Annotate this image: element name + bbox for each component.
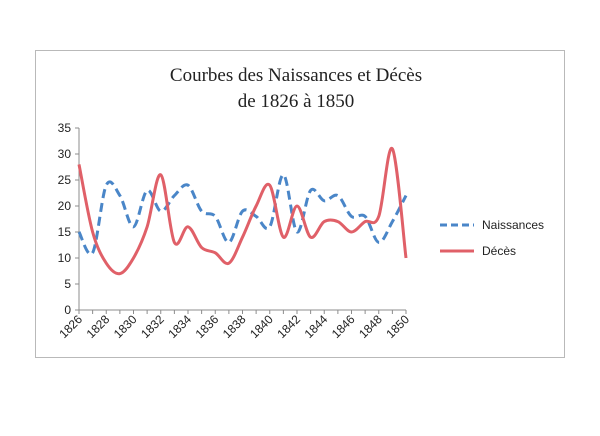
data-point-deces (187, 225, 190, 228)
series-line-deces (77, 147, 408, 276)
data-point-naissances (255, 215, 258, 218)
legend-label-deces: Décès (482, 244, 516, 258)
data-point-deces (336, 220, 339, 223)
data-point-naissances (132, 225, 135, 228)
chart-title-line-2: de 1826 à 1850 (238, 91, 355, 112)
data-point-deces (214, 251, 217, 254)
data-point-naissances (241, 210, 244, 213)
data-point-deces (78, 163, 81, 166)
data-point-naissances (391, 220, 394, 223)
data-point-deces (146, 225, 149, 228)
chart-title-line-1: Courbes des Naissances et Décès (170, 65, 422, 86)
y-tick-label: 20 (58, 199, 72, 213)
y-tick-label: 0 (64, 303, 71, 317)
chart-frame: Courbes des Naissances et Décès de 1826 … (35, 50, 565, 358)
x-tick-label: 1838 (220, 312, 249, 341)
data-point-deces (91, 231, 94, 234)
x-tick-label: 1828 (84, 312, 113, 341)
data-point-naissances (350, 215, 353, 218)
x-tick-label: 1836 (193, 312, 222, 341)
data-point-naissances (364, 215, 367, 218)
data-point-naissances (309, 189, 312, 192)
data-point-deces (405, 257, 408, 260)
data-point-deces (377, 215, 380, 218)
data-point-deces (173, 241, 176, 244)
data-point-naissances (323, 199, 326, 202)
x-tick-label: 1848 (356, 312, 385, 341)
data-point-deces (227, 262, 230, 265)
data-point-naissances (173, 194, 176, 197)
legend-label-naissances: Naissances (482, 218, 544, 232)
data-point-naissances (268, 225, 271, 228)
x-tick-label: 1846 (329, 312, 358, 341)
line-chart: Courbes des Naissances et Décès de 1826 … (56, 65, 544, 341)
data-point-naissances (200, 210, 203, 213)
data-point-naissances (296, 231, 299, 234)
x-tick-label: 1844 (302, 312, 331, 341)
x-tick-label: 1840 (247, 312, 276, 341)
y-tick-label: 35 (58, 121, 72, 135)
data-point-deces (105, 262, 108, 265)
data-point-naissances (405, 194, 408, 197)
data-point-deces (200, 246, 203, 249)
data-point-naissances (91, 251, 94, 254)
data-point-naissances (282, 173, 285, 176)
data-point-naissances (227, 241, 230, 244)
data-point-deces (268, 184, 271, 187)
series-line-naissances (77, 173, 408, 256)
x-tick-label: 1830 (111, 312, 140, 341)
data-point-deces (159, 173, 162, 176)
data-point-naissances (336, 194, 339, 197)
data-point-deces (364, 220, 367, 223)
data-point-naissances (159, 210, 162, 213)
data-point-deces (241, 236, 244, 239)
x-tick-label: 1826 (56, 312, 85, 341)
data-point-naissances (146, 189, 149, 192)
data-point-naissances (118, 194, 121, 197)
x-tick-label: 1850 (383, 312, 412, 341)
y-tick-label: 15 (58, 225, 72, 239)
data-point-deces (282, 236, 285, 239)
x-tick-label: 1834 (165, 312, 194, 341)
data-point-naissances (377, 241, 380, 244)
data-point-deces (132, 257, 135, 260)
data-point-deces (391, 147, 394, 150)
x-tick-label: 1832 (138, 312, 167, 341)
y-tick-label: 30 (58, 147, 72, 161)
x-tick-label: 1842 (274, 312, 303, 341)
y-tick-label: 10 (58, 251, 72, 265)
data-point-deces (255, 205, 258, 208)
data-point-deces (350, 231, 353, 234)
data-point-deces (118, 272, 121, 275)
data-point-deces (296, 205, 299, 208)
data-point-naissances (105, 184, 108, 187)
data-point-naissances (187, 184, 190, 187)
y-tick-label: 5 (64, 277, 71, 291)
data-point-naissances (214, 215, 217, 218)
y-tick-label: 25 (58, 173, 72, 187)
data-point-deces (323, 220, 326, 223)
data-point-naissances (78, 231, 81, 234)
data-point-deces (309, 236, 312, 239)
